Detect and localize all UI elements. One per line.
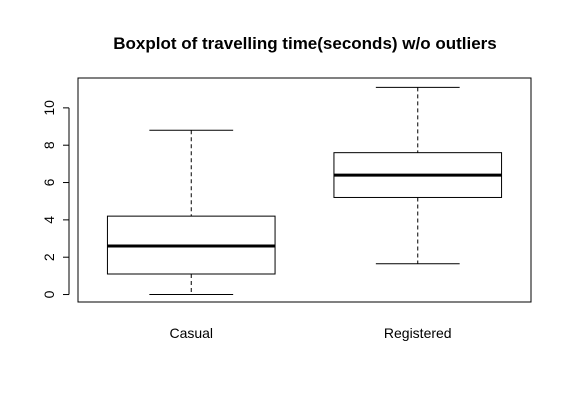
y-tick-label: 8	[41, 141, 57, 149]
x-tick-label: Registered	[384, 325, 452, 341]
x-axis-labels: Casual Registered	[169, 325, 451, 341]
chart-title: Boxplot of travelling time(seconds) w/o …	[113, 34, 497, 53]
box-registered	[333, 86, 503, 265]
y-tick-label: 2	[41, 253, 57, 261]
y-axis: 0 2 4 6 8 10	[41, 100, 70, 298]
box-casual	[106, 129, 276, 296]
y-tick-label: 0	[41, 290, 57, 298]
boxes-layer	[106, 86, 503, 296]
y-tick-label: 4	[41, 216, 57, 224]
x-tick-label: Casual	[169, 325, 213, 341]
y-tick-label: 6	[41, 178, 57, 186]
y-tick-label: 10	[41, 100, 57, 116]
plot-frame	[77, 77, 532, 303]
